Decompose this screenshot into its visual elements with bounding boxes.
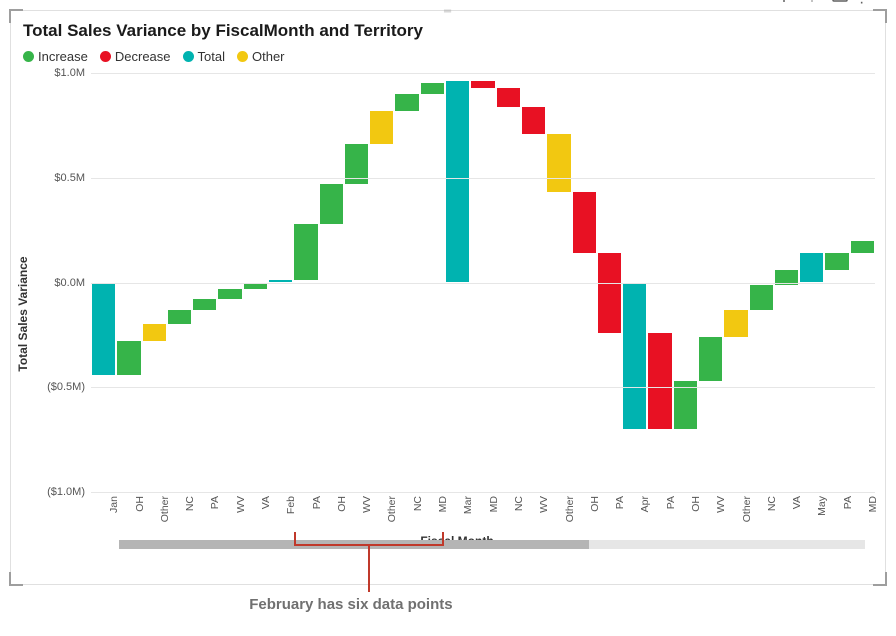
x-tick-label: NC (412, 496, 424, 511)
x-tick-label: OH (690, 496, 702, 512)
x-tick-label: Other (564, 496, 576, 522)
legend-swatch (23, 51, 34, 62)
waterfall-bar[interactable] (320, 184, 343, 224)
legend-swatch (100, 51, 111, 62)
x-tick-label: Apr (639, 496, 651, 512)
waterfall-bar[interactable] (117, 341, 140, 375)
x-tick-label: NC (766, 496, 778, 511)
plot-area: $1.0M$0.5M$0.0M($0.5M)($1.0M) (91, 73, 875, 492)
legend-item[interactable]: Increase (23, 49, 88, 64)
waterfall-bar[interactable] (522, 107, 545, 134)
horizontal-scrollbar[interactable] (119, 540, 865, 549)
legend-label: Decrease (115, 49, 171, 64)
x-tick-label: Other (159, 496, 171, 522)
x-tick-label: OH (589, 496, 601, 512)
waterfall-bar[interactable] (750, 285, 773, 310)
legend-swatch (237, 51, 248, 62)
x-tick-label: Other (741, 496, 753, 522)
x-tick-label: VA (791, 496, 803, 509)
visual-toolbar: · · · (775, 0, 877, 7)
waterfall-bar[interactable] (294, 224, 317, 281)
x-tick-label: PA (614, 496, 626, 509)
waterfall-bar[interactable] (573, 192, 596, 253)
chart-area: Total Sales Variance $1.0M$0.5M$0.0M($0.… (39, 73, 875, 554)
x-tick-label: WV (361, 496, 373, 513)
drag-handle[interactable]: ═ (436, 10, 460, 16)
waterfall-bar[interactable] (623, 283, 646, 430)
filter-icon[interactable] (803, 0, 821, 4)
y-tick-label: $1.0M (54, 67, 85, 79)
x-tick-label: PA (665, 496, 677, 509)
pin-icon[interactable] (775, 0, 793, 4)
waterfall-bar[interactable] (800, 253, 823, 282)
more-options-icon[interactable]: · · · (859, 0, 877, 4)
waterfall-bar[interactable] (648, 333, 671, 429)
waterfall-bar[interactable] (193, 299, 216, 309)
chart-legend: Increase Decrease Total Other (23, 49, 291, 64)
gridline (91, 283, 875, 284)
legend-label: Total (198, 49, 225, 64)
waterfall-bar[interactable] (446, 81, 469, 282)
annotation-stem (368, 546, 370, 592)
visual-container: ═ · · · Total Sales Variance by FiscalMo… (10, 10, 886, 585)
resize-handle-bl[interactable] (9, 572, 23, 586)
waterfall-bar[interactable] (471, 81, 494, 87)
x-tick-label: WV (538, 496, 550, 513)
y-tick-label: ($0.5M) (47, 381, 85, 393)
gridline (91, 387, 875, 388)
x-tick-label: NC (184, 496, 196, 511)
waterfall-bar[interactable] (143, 324, 166, 341)
x-tick-label: Jan (108, 496, 120, 513)
legend-label: Other (252, 49, 285, 64)
resize-handle-tr[interactable] (873, 9, 887, 23)
waterfall-bar[interactable] (497, 88, 520, 107)
y-tick-label: $0.5M (54, 172, 85, 184)
x-tick-label: MD (488, 496, 500, 512)
waterfall-bar[interactable] (724, 310, 747, 337)
gridline (91, 178, 875, 179)
x-tick-label: Feb (285, 496, 297, 514)
waterfall-bar[interactable] (598, 253, 621, 333)
annotation-text: February has six data points (249, 596, 452, 613)
x-tick-label: OH (336, 496, 348, 512)
x-tick-label: WV (715, 496, 727, 513)
focus-mode-icon[interactable] (831, 0, 849, 4)
waterfall-bar[interactable] (218, 289, 241, 299)
x-tick-label: MD (437, 496, 449, 512)
x-tick-label: PA (311, 496, 323, 509)
waterfall-bar[interactable] (370, 111, 393, 145)
x-tick-label: NC (513, 496, 525, 511)
chart-title: Total Sales Variance by FiscalMonth and … (23, 21, 423, 41)
x-tick-label: PA (209, 496, 221, 509)
gridline (91, 73, 875, 74)
x-tick-label: PA (842, 496, 854, 509)
y-tick-label: $0.0M (54, 277, 85, 289)
waterfall-bar[interactable] (421, 83, 444, 93)
x-tick-label: May (816, 496, 828, 516)
x-tick-label: Other (386, 496, 398, 522)
annotation-bracket (294, 532, 444, 546)
legend-item[interactable]: Other (237, 49, 285, 64)
x-tick-label: VA (260, 496, 272, 509)
waterfall-bar[interactable] (395, 94, 418, 111)
waterfall-bar[interactable] (699, 337, 722, 381)
waterfall-bar[interactable] (92, 283, 115, 375)
legend-swatch (183, 51, 194, 62)
resize-handle-tl[interactable] (9, 9, 23, 23)
legend-item[interactable]: Total (183, 49, 225, 64)
x-tick-label: MD (867, 496, 879, 512)
legend-item[interactable]: Decrease (100, 49, 171, 64)
x-tick-label: WV (235, 496, 247, 513)
legend-label: Increase (38, 49, 88, 64)
waterfall-bar[interactable] (851, 241, 874, 254)
waterfall-bar[interactable] (547, 134, 570, 193)
x-tick-label: OH (134, 496, 146, 512)
y-axis-title: Total Sales Variance (16, 256, 30, 371)
waterfall-bar[interactable] (825, 253, 848, 270)
waterfall-bar[interactable] (168, 310, 191, 325)
resize-handle-br[interactable] (873, 572, 887, 586)
x-tick-label: Mar (462, 496, 474, 514)
y-tick-label: ($1.0M) (47, 486, 85, 498)
